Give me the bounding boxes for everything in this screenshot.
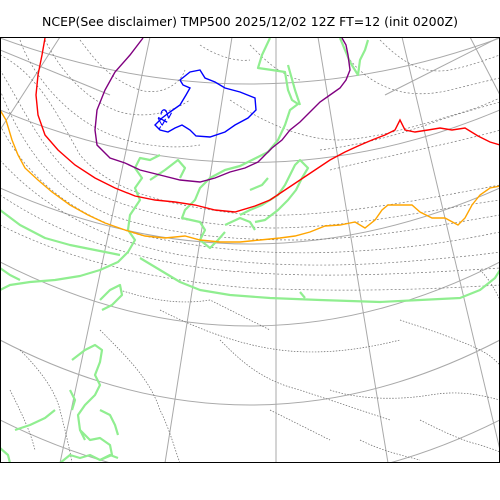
contour-red — [35, 37, 500, 213]
contour-blue — [154, 69, 257, 138]
isotherm-lines — [0, 39, 500, 291]
map-title: NCEP(See disclaimer) TMP500 2025/12/02 1… — [41, 14, 458, 29]
graticule-meridians — [0, 37, 500, 463]
coast-detail-lines — [9, 269, 500, 463]
contour-purple — [94, 37, 351, 183]
contour-orange — [0, 109, 500, 243]
graticule-latitudes — [0, 37, 500, 463]
coastline — [0, 37, 500, 463]
